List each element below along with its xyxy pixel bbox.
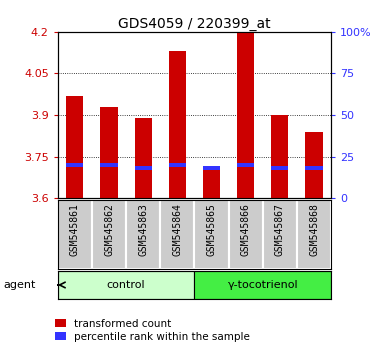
Text: GSM545867: GSM545867	[275, 204, 285, 256]
Bar	[169, 51, 186, 198]
Bar	[271, 166, 288, 170]
Bar	[237, 32, 254, 198]
Bar	[305, 132, 323, 198]
Bar	[100, 107, 117, 198]
Bar	[160, 200, 194, 269]
Bar	[263, 200, 297, 269]
Bar	[194, 200, 229, 269]
Text: agent: agent	[4, 280, 36, 290]
Bar	[271, 115, 288, 198]
Text: GSM545868: GSM545868	[309, 204, 319, 256]
Title: GDS4059 / 220399_at: GDS4059 / 220399_at	[118, 17, 271, 31]
Bar	[135, 166, 152, 170]
Text: γ-tocotrienol: γ-tocotrienol	[228, 280, 298, 290]
Text: GSM545864: GSM545864	[172, 204, 182, 256]
Text: GSM545863: GSM545863	[138, 204, 148, 256]
Bar	[92, 200, 126, 269]
Bar	[58, 200, 92, 269]
Bar	[126, 200, 160, 269]
Text: control: control	[107, 280, 146, 290]
Bar	[135, 118, 152, 198]
Bar	[169, 163, 186, 167]
Bar	[66, 96, 84, 198]
Text: GSM545865: GSM545865	[206, 204, 216, 256]
Bar	[229, 200, 263, 269]
Bar	[203, 168, 220, 198]
Bar	[305, 166, 323, 170]
Text: GSM545862: GSM545862	[104, 204, 114, 256]
Bar	[237, 163, 254, 167]
Bar	[58, 271, 194, 299]
Bar	[203, 166, 220, 170]
Legend: transformed count, percentile rank within the sample: transformed count, percentile rank withi…	[55, 319, 250, 342]
Text: GSM545866: GSM545866	[241, 204, 251, 256]
Bar	[100, 163, 117, 167]
Bar	[66, 163, 84, 167]
Text: GSM545861: GSM545861	[70, 204, 80, 256]
Bar	[297, 200, 331, 269]
Bar	[194, 271, 331, 299]
